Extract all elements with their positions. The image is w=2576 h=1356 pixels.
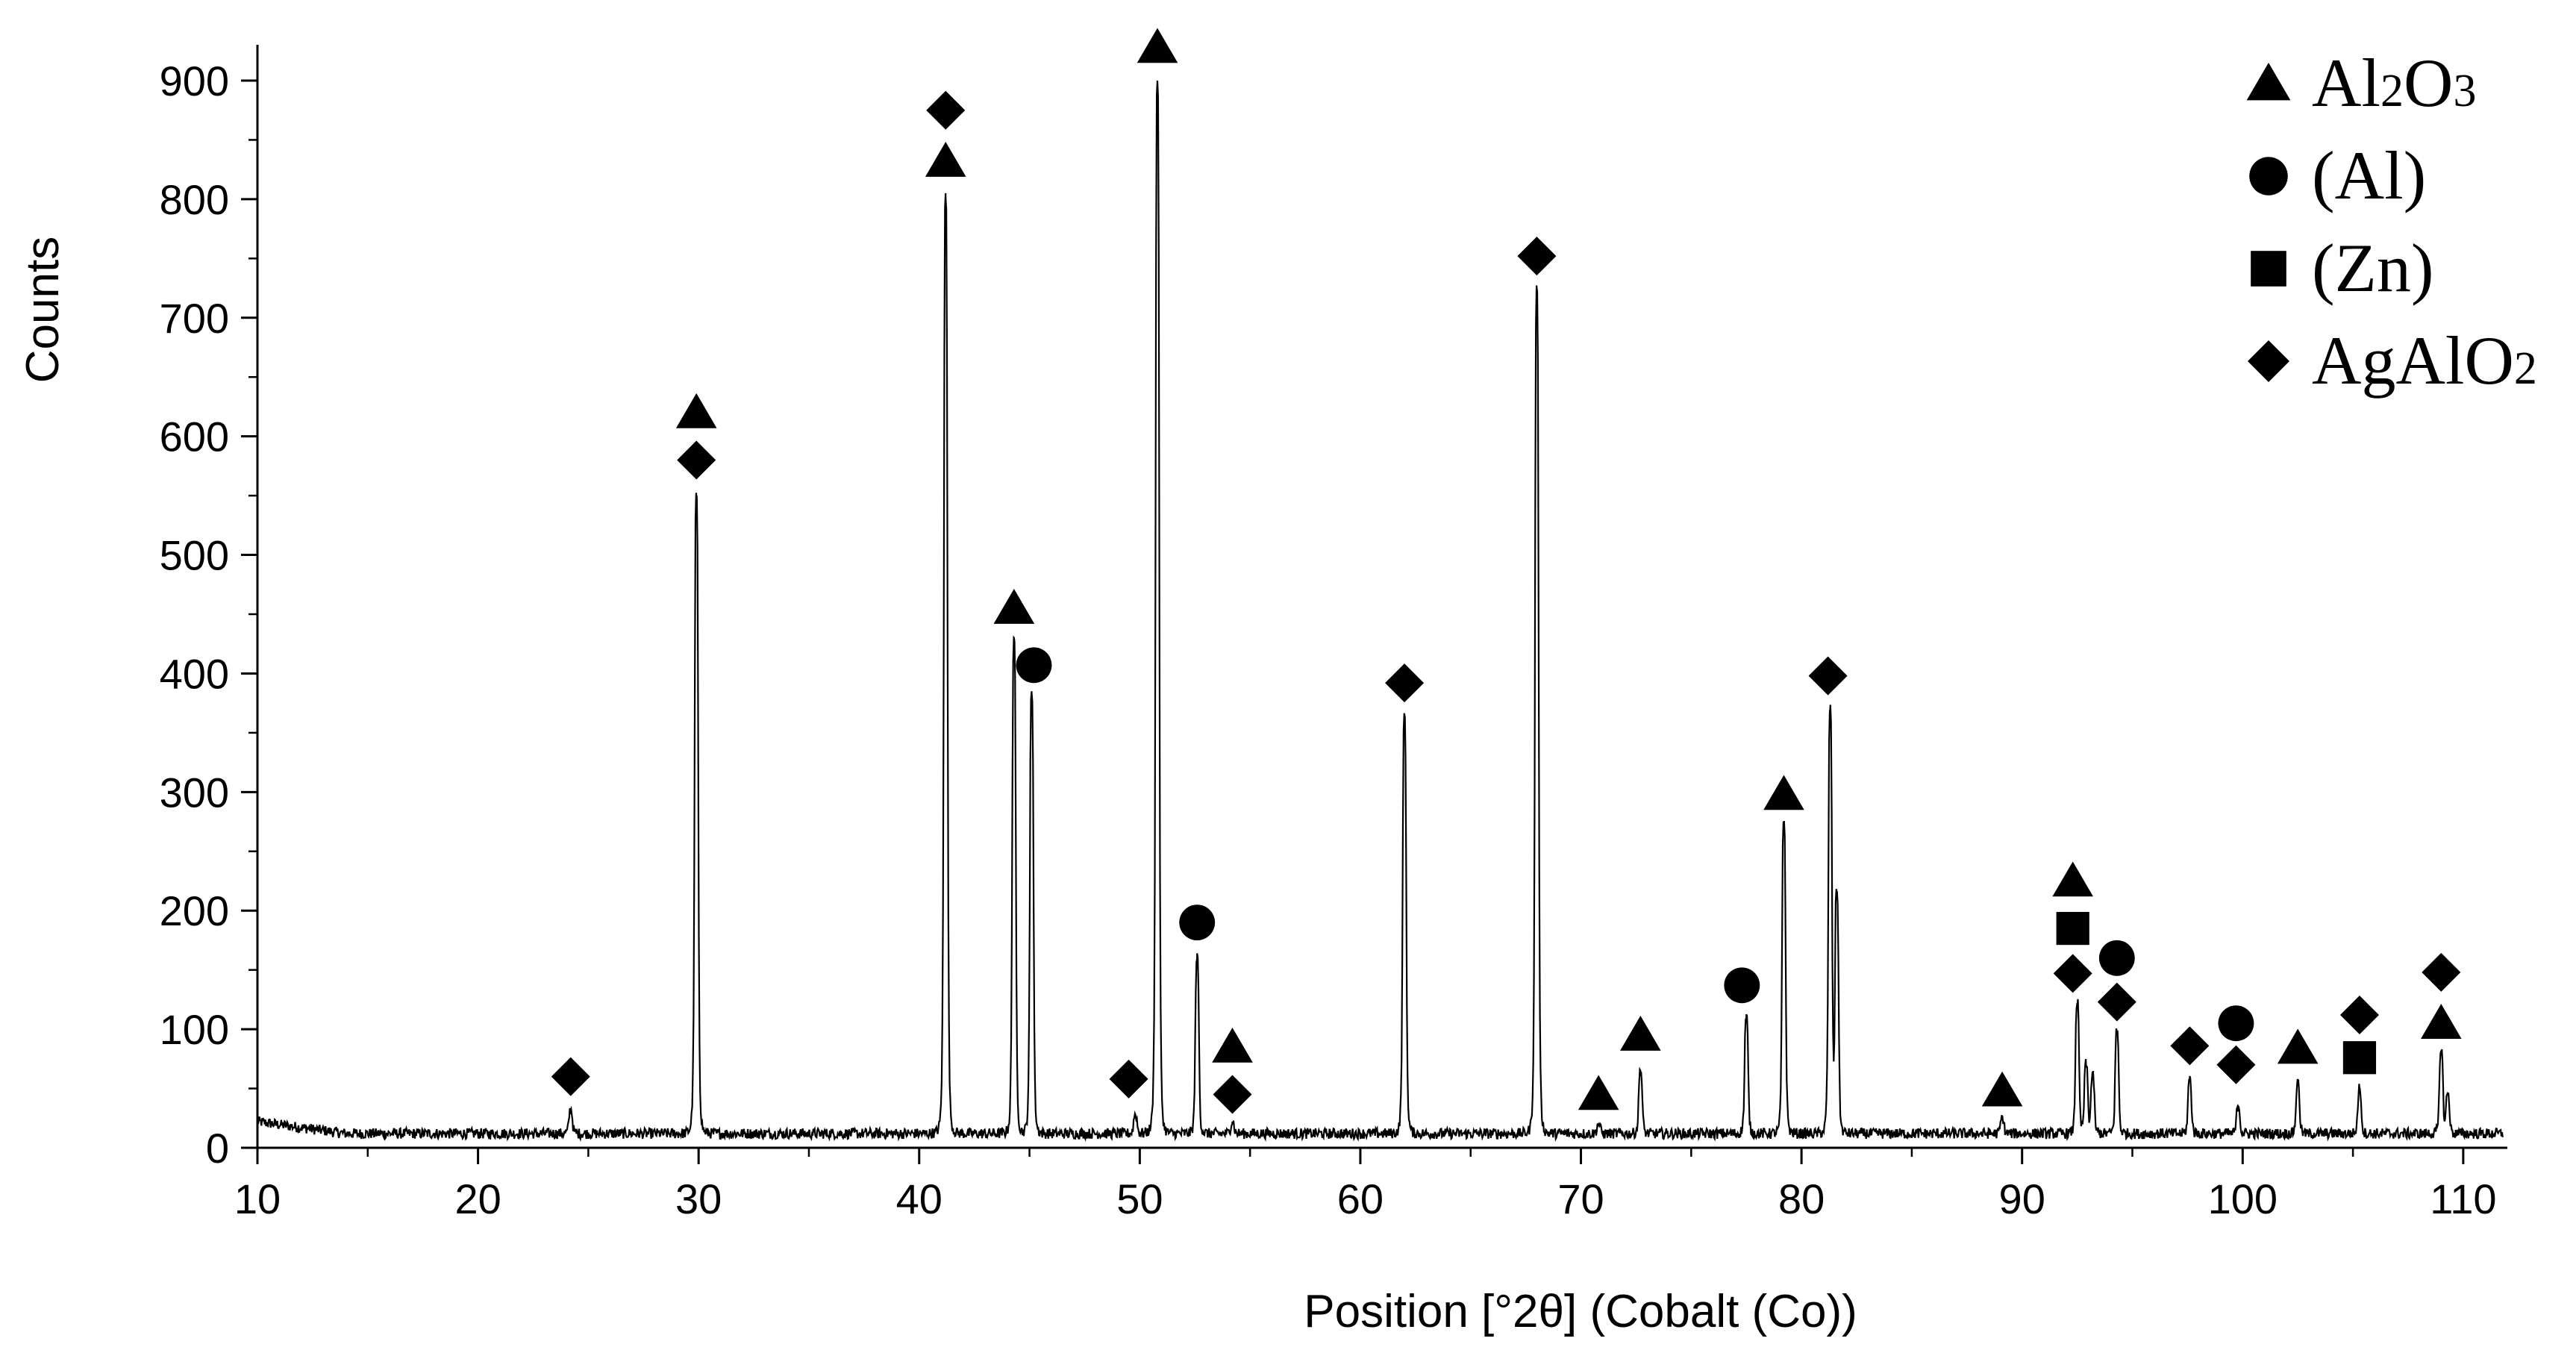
y-tick-label: 200 <box>160 887 229 934</box>
legend-triangle-icon <box>2246 63 2291 101</box>
triangle-marker <box>1578 1075 1619 1110</box>
legend-label: (Zn) <box>2312 230 2433 306</box>
circle-marker <box>1016 647 1052 684</box>
triangle-marker <box>1763 775 1804 810</box>
circle-marker <box>1179 904 1216 941</box>
legend: Al2O3 (Al) (Zn) AgAlO2 <box>2246 45 2537 399</box>
legend-diamond-icon <box>2248 340 2289 382</box>
triangle-marker <box>1620 1016 1661 1051</box>
triangle-marker <box>2052 861 2093 897</box>
y-tick-label: 800 <box>160 176 229 223</box>
diamond-marker <box>1213 1075 1252 1114</box>
y-tick-label: 600 <box>160 413 229 460</box>
x-tick-label: 30 <box>675 1175 722 1222</box>
circle-marker <box>2098 940 2135 976</box>
y-tick-label: 300 <box>160 769 229 816</box>
x-tick-label: 10 <box>234 1175 281 1222</box>
y-axis-title: Counts <box>17 237 69 383</box>
legend-square-icon <box>2251 251 2286 287</box>
triangle-marker <box>1212 1027 1253 1063</box>
triangle-marker <box>925 142 966 177</box>
y-tick-label: 100 <box>160 1006 229 1053</box>
legend-label: AgAlO2 <box>2312 322 2537 399</box>
triangle-marker <box>1137 28 1178 63</box>
xrd-pattern-line <box>256 80 2504 1143</box>
square-marker <box>2056 911 2089 946</box>
diamond-marker <box>2097 982 2136 1022</box>
legend-circle-icon <box>2249 157 2288 196</box>
diamond-marker <box>551 1057 590 1096</box>
x-tick-label: 110 <box>2430 1175 2496 1222</box>
diamond-marker <box>1517 237 1557 276</box>
circle-marker <box>2218 1005 2254 1042</box>
plot-area <box>256 80 2504 1143</box>
triangle-marker <box>2421 1004 2462 1039</box>
diamond-marker <box>2339 996 2379 1035</box>
diamond-marker <box>1808 656 1848 696</box>
circle-marker <box>1724 967 1760 1004</box>
triangle-marker <box>993 589 1035 624</box>
x-tick-label: 20 <box>454 1175 501 1222</box>
x-axis-title: Position [°2θ] (Cobalt (Co)) <box>1304 1286 1857 1337</box>
x-tick-label: 50 <box>1116 1175 1163 1222</box>
diamond-marker <box>1109 1059 1148 1099</box>
x-tick-label: 40 <box>896 1175 942 1222</box>
x-tick-label: 70 <box>1557 1175 1604 1222</box>
square-marker <box>2342 1041 2377 1075</box>
legend-label: (Al) <box>2312 137 2426 213</box>
y-tick-label: 900 <box>160 57 229 104</box>
legend-label: Al2O3 <box>2312 45 2476 121</box>
x-tick-label: 90 <box>1999 1175 2045 1222</box>
diamond-marker <box>1385 663 1425 703</box>
x-tick-label: 80 <box>1778 1175 1825 1222</box>
y-tick-label: 0 <box>206 1125 229 1172</box>
triangle-marker <box>675 393 717 428</box>
diamond-marker <box>2053 954 2092 993</box>
x-tick-label: 60 <box>1337 1175 1384 1222</box>
triangle-marker <box>1981 1071 2023 1107</box>
triangle-marker <box>2277 1028 2319 1064</box>
diamond-marker <box>2422 952 2461 992</box>
phase-markers <box>551 28 2462 1114</box>
y-tick-label: 700 <box>160 295 229 342</box>
diamond-marker <box>677 440 716 480</box>
axes: 10 20 30 40 50 60 70 80 90 100 110 0 100 200 300 400 500… <box>160 45 2507 1222</box>
y-tick-label: 400 <box>160 650 229 697</box>
diamond-marker <box>2216 1045 2256 1084</box>
x-tick-label: 100 <box>2208 1175 2278 1222</box>
diamond-marker <box>2170 1026 2210 1066</box>
diamond-marker <box>926 90 966 130</box>
y-tick-label: 500 <box>160 532 229 579</box>
